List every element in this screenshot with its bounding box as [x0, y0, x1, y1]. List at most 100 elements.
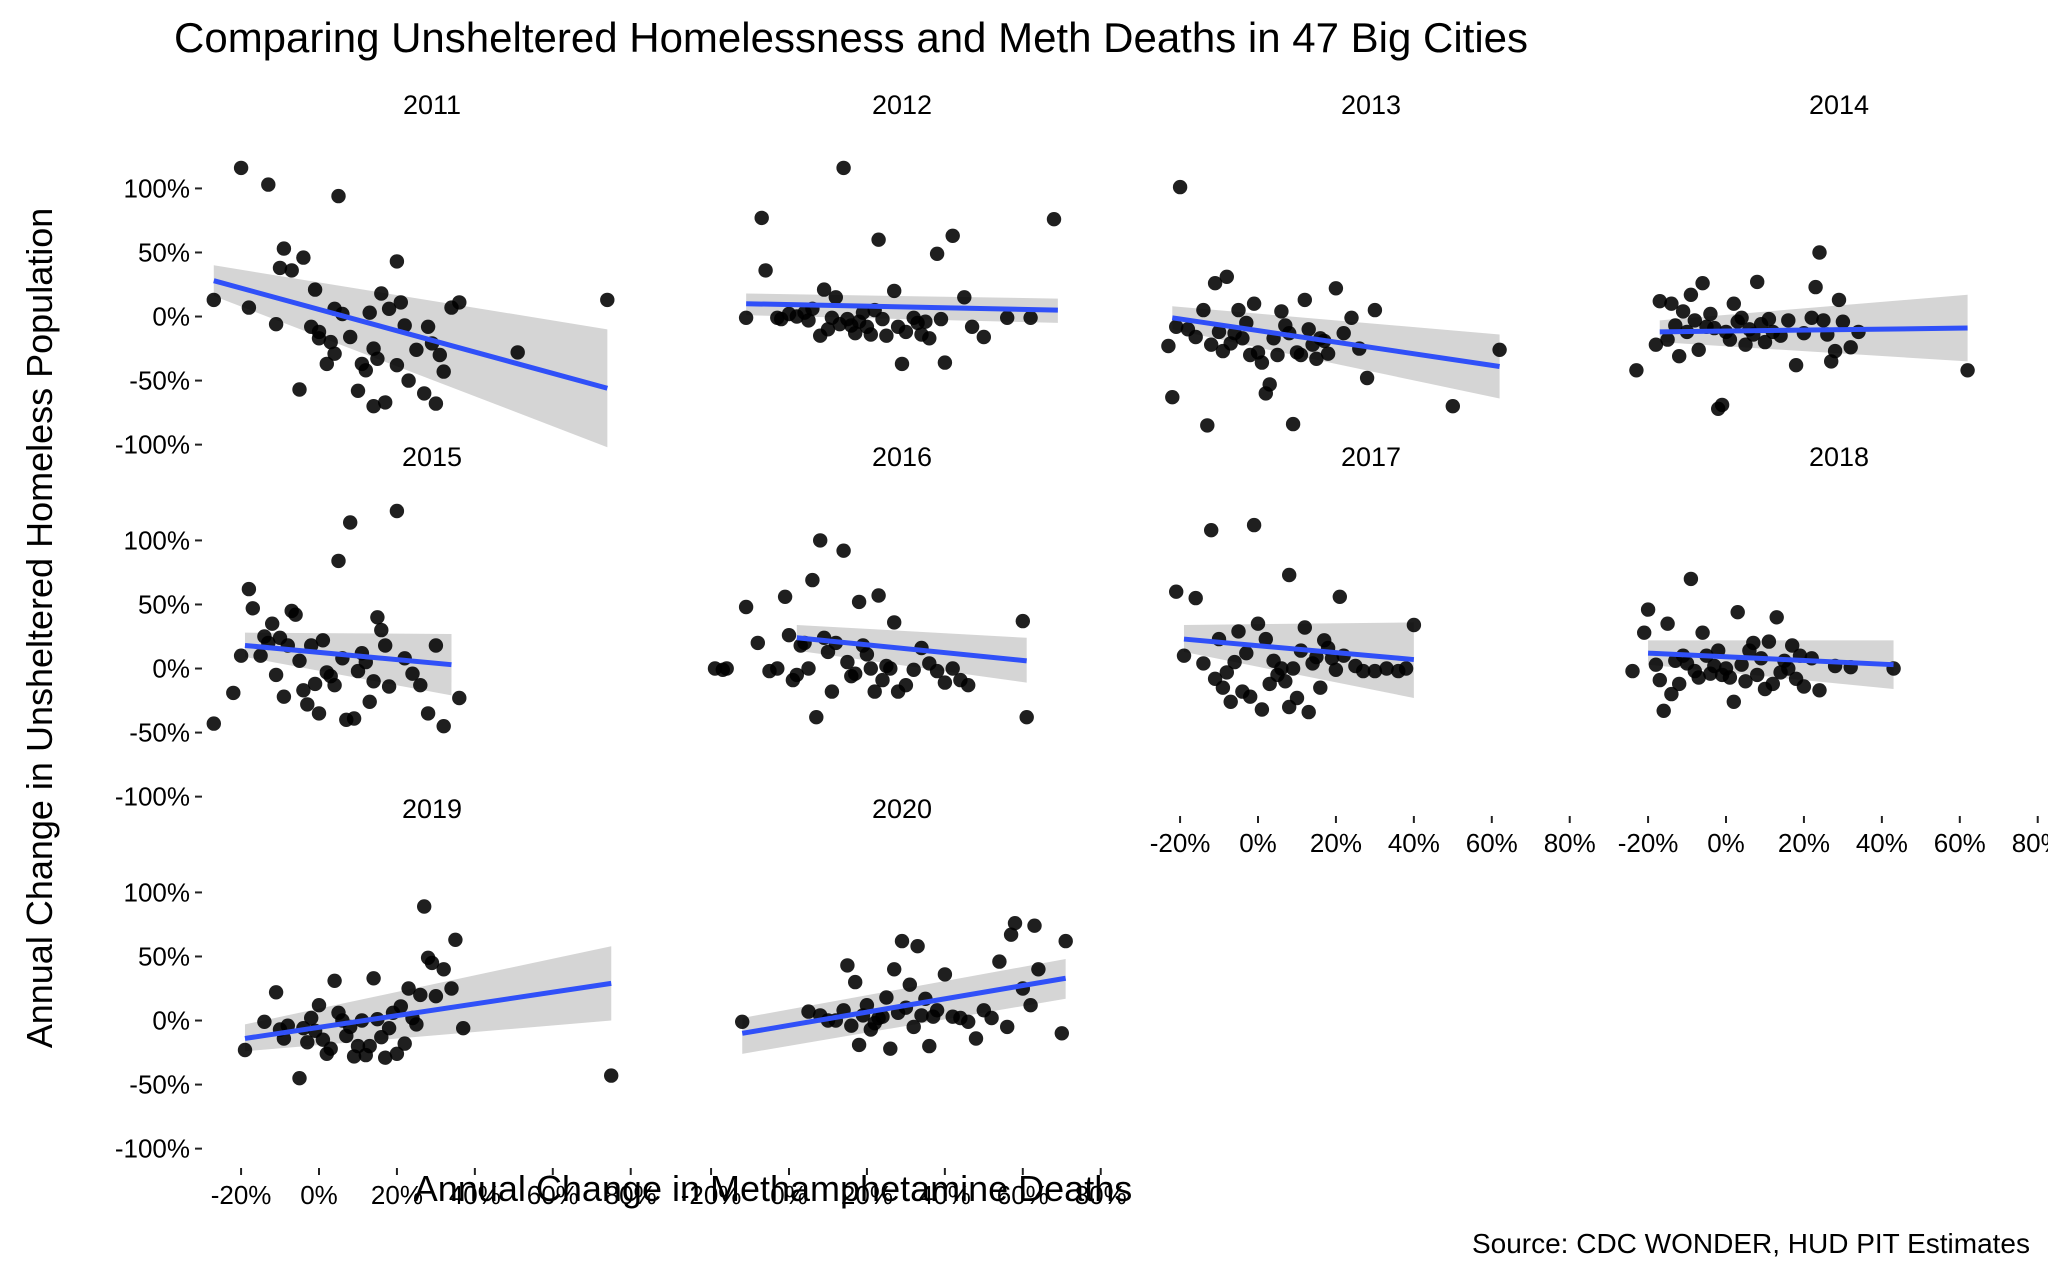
data-point — [307, 676, 323, 692]
x-tick-label: 0% — [300, 1180, 338, 1210]
data-point — [1812, 683, 1827, 698]
data-point — [1172, 179, 1188, 195]
data-point — [323, 1041, 338, 1056]
data-point — [968, 1031, 984, 1046]
data-point — [1843, 340, 1858, 355]
confidence-band — [1183, 622, 1414, 698]
data-point — [859, 647, 875, 662]
data-point — [1960, 363, 1975, 378]
data-point — [276, 689, 292, 704]
data-point — [268, 667, 284, 683]
data-point — [933, 311, 949, 327]
data-point — [1344, 310, 1359, 325]
facet-label: 2011 — [403, 90, 461, 120]
data-point — [840, 958, 855, 973]
data-point — [389, 358, 405, 373]
data-point — [945, 228, 960, 243]
regression-line — [1647, 650, 1894, 668]
data-point — [346, 711, 362, 726]
data-point — [1223, 694, 1238, 709]
data-point — [836, 543, 851, 558]
data-point — [265, 616, 280, 631]
data-point — [750, 635, 765, 651]
data-point — [401, 373, 416, 388]
data-point — [883, 1041, 898, 1056]
data-point — [389, 254, 405, 269]
data-point — [241, 300, 257, 315]
data-point — [1398, 661, 1414, 676]
data-point — [327, 678, 342, 693]
data-point — [284, 263, 299, 278]
data-point — [417, 899, 432, 914]
data-point — [910, 939, 925, 954]
data-point — [401, 981, 416, 996]
data-point — [914, 1008, 929, 1023]
data-point — [1270, 347, 1285, 363]
data-point — [448, 932, 463, 947]
x-tick-label: 80% — [1075, 1180, 1127, 1210]
facet-panel-2017: 2017 -20% 0% 20% 40% 60% 80% — [1150, 442, 1596, 858]
data-point — [1672, 676, 1687, 692]
data-point — [875, 1009, 890, 1024]
facet-panel-2014: 2014 — [1629, 90, 1975, 416]
data-point — [1297, 292, 1313, 308]
y-tick-label: 0% — [152, 302, 190, 332]
data-point — [304, 1010, 319, 1026]
data-point — [1243, 689, 1258, 704]
data-point — [206, 716, 221, 731]
data-point — [362, 305, 377, 320]
data-point — [863, 327, 878, 342]
data-point — [1406, 617, 1422, 633]
data-point — [366, 399, 381, 414]
data-point — [428, 396, 444, 411]
data-point — [257, 1014, 272, 1029]
data-point — [233, 160, 249, 176]
data-point — [898, 324, 914, 340]
data-point — [1781, 661, 1796, 676]
data-point — [1278, 674, 1293, 689]
data-point — [374, 286, 389, 301]
data-point — [1023, 998, 1038, 1013]
x-tick-label: 40% — [919, 1180, 971, 1210]
data-point — [311, 998, 327, 1013]
data-point — [327, 346, 342, 361]
data-point — [1738, 337, 1753, 352]
facet-panel-2015: 2015 100% 50% 0% -50% -100% — [115, 442, 467, 812]
data-point — [1332, 589, 1348, 604]
data-point — [805, 572, 820, 588]
data-point — [1750, 667, 1765, 683]
regression-line — [796, 635, 1027, 664]
data-point — [428, 638, 444, 653]
data-point — [1007, 916, 1023, 931]
data-point — [292, 1071, 307, 1086]
data-point — [1336, 326, 1351, 341]
data-point — [1289, 690, 1305, 706]
data-point — [906, 662, 921, 677]
data-point — [887, 283, 902, 299]
data-point — [276, 241, 292, 256]
data-point — [738, 310, 754, 325]
data-point — [1816, 313, 1831, 328]
facet-label: 2020 — [872, 794, 932, 824]
data-point — [1761, 311, 1777, 327]
facet-panel-2018: 2018 -20% 0% 20% 40% 60% 80% — [1618, 442, 2048, 858]
data-point — [781, 628, 797, 643]
data-point — [801, 313, 816, 328]
data-point — [206, 292, 221, 308]
data-point — [1188, 590, 1203, 606]
data-point — [883, 661, 898, 676]
x-tick-label: -20% — [211, 1180, 272, 1210]
data-point — [1301, 322, 1316, 337]
data-point — [929, 246, 945, 261]
data-point — [327, 973, 342, 988]
data-point — [844, 1018, 859, 1033]
data-point — [937, 355, 953, 370]
facet-label: 2017 — [1341, 442, 1401, 472]
x-tick-label: 0% — [770, 1180, 808, 1210]
data-point — [343, 329, 358, 345]
data-point — [358, 363, 373, 378]
x-axis-title: Annual Change in Methamphetamine Deaths — [413, 1168, 1133, 1209]
data-point — [813, 533, 828, 548]
data-point — [374, 622, 389, 638]
data-point — [1730, 605, 1745, 620]
